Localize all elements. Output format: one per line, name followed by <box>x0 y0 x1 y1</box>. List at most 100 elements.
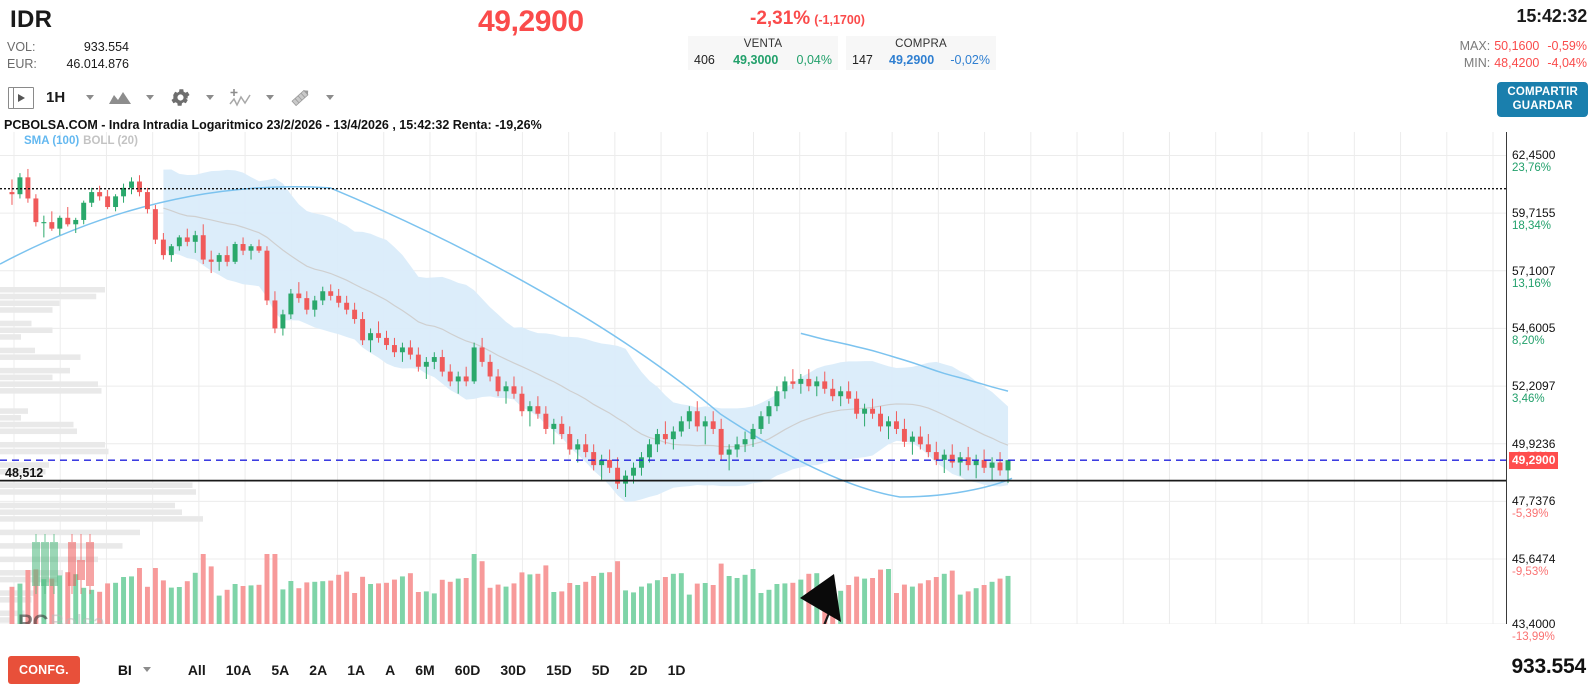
candle-body <box>670 431 676 440</box>
range-button-1d[interactable]: 1D <box>667 661 686 678</box>
volume-bar <box>272 554 278 624</box>
watermark-body <box>32 542 40 586</box>
candle-body <box>782 381 788 392</box>
volume-profile-bar <box>0 509 182 515</box>
candle-body <box>846 391 852 399</box>
volume-bar <box>296 588 302 624</box>
range-button-6m[interactable]: 6M <box>415 661 435 678</box>
candle-body <box>320 291 326 301</box>
save-label: GUARDAR <box>1512 100 1573 112</box>
range-button-15d[interactable]: 15D <box>546 661 572 678</box>
candle-body <box>73 219 79 225</box>
candle-body <box>878 413 883 427</box>
timeframe-chevron-down-icon[interactable] <box>86 95 95 100</box>
volume-bar <box>384 582 389 624</box>
watermark-body <box>86 542 94 586</box>
candle-body <box>639 457 644 468</box>
candle-body <box>65 217 71 225</box>
range-button-1a[interactable]: 1A <box>347 661 366 678</box>
range-button-60d[interactable]: 60D <box>454 661 481 678</box>
volume-profile-bar <box>0 428 77 435</box>
min-value: 48,4200 <box>1494 56 1540 70</box>
drawing-tools-icon[interactable] <box>287 85 313 111</box>
chart-type-chevron-down-icon[interactable] <box>146 95 155 100</box>
order-book-compra[interactable]: COMPRA 147 49,2900 -0,02% <box>846 36 996 70</box>
price-axis-tick: 47,7376 -5,39% <box>1512 495 1555 521</box>
volume-bar <box>407 573 413 624</box>
order-book-venta[interactable]: VENTA 406 49,3000 0,04% <box>688 36 838 70</box>
price-axis[interactable]: 62,4500 23,76% 59,7155 18,34% 57,1007 13,16% 5… <box>1508 132 1596 643</box>
change-percent: -2,31% <box>750 8 811 29</box>
candle-body <box>631 467 636 476</box>
arrow-annotation[interactable] <box>800 574 841 624</box>
range-button-30d[interactable]: 30D <box>500 661 527 678</box>
config-button[interactable]: CONFG. <box>8 655 80 684</box>
volume-bar <box>105 583 111 624</box>
volume-bar <box>838 590 844 624</box>
range-button-all[interactable]: All <box>187 661 206 678</box>
volume-bar <box>646 583 652 624</box>
price-plot[interactable]: SMA (100) BOLL (20) 48,512 PC Bolsa <box>0 132 1507 624</box>
indicators-chevron-down-icon[interactable] <box>266 95 275 100</box>
range-button-a[interactable]: A <box>385 661 396 678</box>
legend-boll[interactable]: BOLL (20) <box>83 135 138 147</box>
volume-bar <box>710 585 716 624</box>
candle-body <box>742 439 748 445</box>
volume-bar <box>726 576 732 624</box>
candle-body <box>862 408 868 414</box>
interval-label[interactable]: BI <box>117 661 132 678</box>
bollinger-band-fill <box>163 169 1009 502</box>
volume-profile-bar <box>0 617 14 623</box>
volume-bar <box>352 593 358 624</box>
volume-bar <box>774 584 780 624</box>
max-label: MAX: <box>1459 39 1491 53</box>
legend-sma[interactable]: SMA (100) <box>24 135 80 147</box>
candle-body <box>925 444 931 453</box>
candle-body <box>360 319 366 341</box>
interval-chevron-down-icon[interactable] <box>142 667 151 672</box>
candle-body <box>965 457 971 466</box>
range-button-2a[interactable]: 2A <box>309 661 328 678</box>
volume-bar <box>798 579 804 624</box>
settings-chevron-down-icon[interactable] <box>206 95 215 100</box>
candle-body <box>854 398 860 414</box>
session-min: MIN: 48,4200 -4,04% <box>1464 56 1587 70</box>
price-axis-tick-percent: 23,76% <box>1512 162 1552 175</box>
volume-bar <box>742 574 748 624</box>
volume-bar <box>160 580 166 624</box>
range-button-5a[interactable]: 5A <box>271 661 290 678</box>
volume-bar <box>423 591 429 624</box>
range-button-10a[interactable]: 10A <box>225 661 252 678</box>
share-save-button[interactable]: COMPARTIR GUARDAR <box>1497 82 1588 117</box>
candle-body <box>81 202 87 220</box>
candle-body <box>49 222 55 229</box>
candle-body <box>105 196 111 208</box>
range-button-5d[interactable]: 5D <box>591 661 610 678</box>
candle-body <box>909 436 915 442</box>
candle-body <box>479 347 485 362</box>
volume-bar <box>25 570 31 624</box>
indicators-icon[interactable] <box>227 85 253 111</box>
candle-body <box>893 421 899 429</box>
panel-toggle-button[interactable] <box>8 85 34 111</box>
range-button-2d[interactable]: 2D <box>629 661 648 678</box>
candle-body <box>702 421 708 427</box>
volume-bar <box>344 571 350 624</box>
timeframe-label[interactable]: 1H <box>46 89 66 106</box>
volume-bar <box>734 578 740 624</box>
volume-bar <box>965 591 971 624</box>
settings-gear-icon[interactable] <box>167 85 193 111</box>
chart-type-icon[interactable] <box>107 85 133 111</box>
price-axis-tick: 59,7155 18,34% <box>1512 207 1555 233</box>
candle-body <box>901 428 907 442</box>
volume-bar <box>718 563 724 624</box>
candle-body <box>352 309 358 320</box>
volume-bar <box>97 591 103 624</box>
candle-body <box>718 428 724 455</box>
candle-body <box>113 196 119 208</box>
candle-body <box>886 421 891 427</box>
eur-stat: EUR: 46.014.876 <box>7 57 129 71</box>
volume-bar <box>925 580 931 624</box>
volume-bar <box>878 569 883 624</box>
drawing-tools-chevron-down-icon[interactable] <box>326 95 335 100</box>
